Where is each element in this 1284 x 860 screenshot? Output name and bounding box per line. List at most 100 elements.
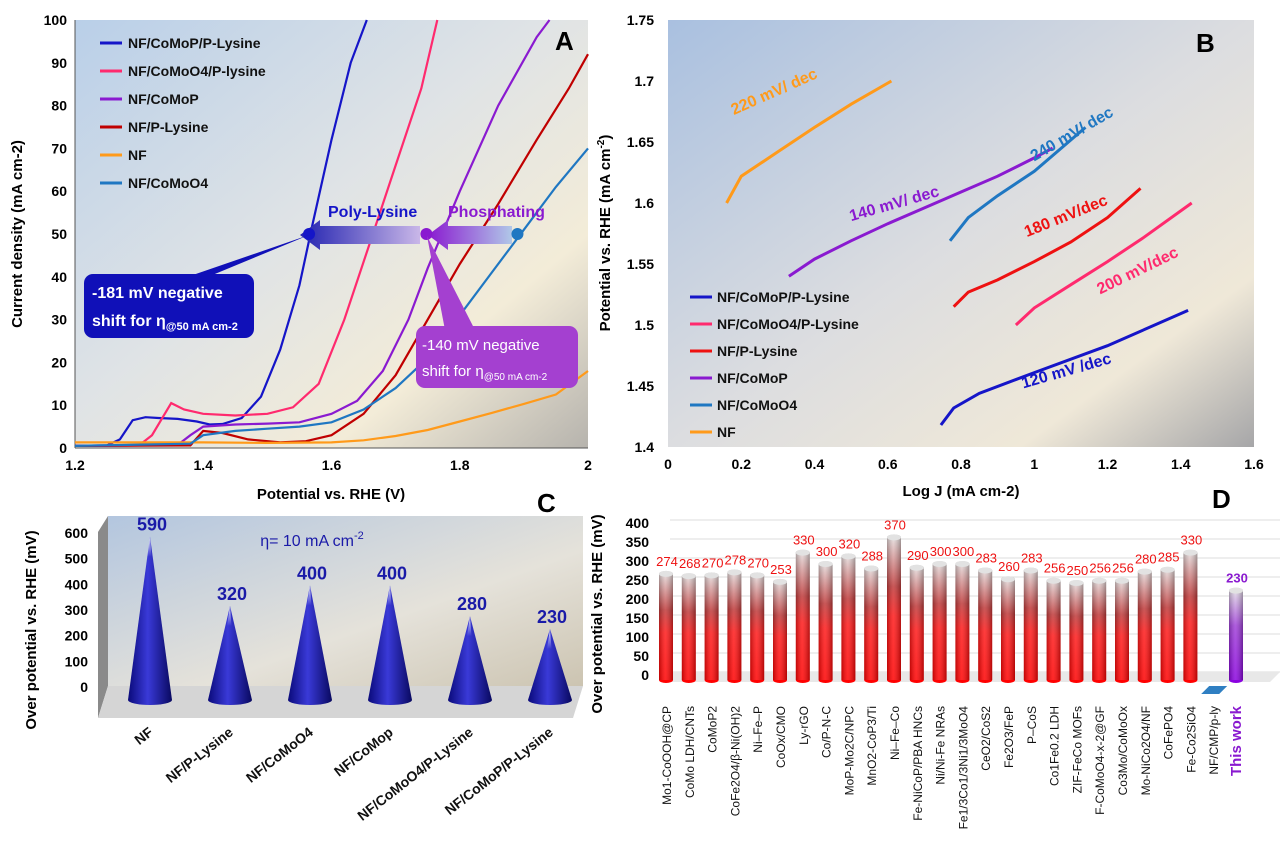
panel-b-xlabel: Log J (mA cm-2): [903, 483, 1020, 500]
panel-b-plot-area: [668, 20, 1254, 447]
panel-c-value-label: 320: [217, 584, 247, 604]
panel-d-ytick-label: 100: [626, 629, 650, 645]
panel-c-cone-highlight: [144, 536, 153, 577]
panel-d-ytick-label: 350: [626, 534, 650, 550]
panel-d-bar-shade: [1092, 577, 1107, 680]
panel-a-marker: [420, 228, 433, 240]
panel-c-ytick-label: 100: [65, 653, 89, 669]
panel-d-category-label: MnO2-CoP3/Ti: [865, 706, 879, 786]
panel-d-bar-shade: [773, 578, 787, 680]
panel-a-ytick-label: 80: [51, 98, 67, 114]
panel-c-value-label: 280: [457, 594, 487, 614]
panel-a-legend-label: NF/P-Lysine: [128, 119, 209, 135]
panel-d-category-label: MoP-Mo2C/NPC: [842, 706, 856, 796]
panel-b-series-line: [952, 187, 1142, 308]
arrow-phosphating-label: Phosphating: [448, 204, 545, 221]
panel-d-value-label: 256: [1112, 561, 1134, 576]
panel-d-value-label: 285: [1158, 550, 1180, 565]
panel-a-ytick-label: 0: [59, 440, 67, 456]
panel-a-ylabel: Current density (mA cm-2): [9, 140, 26, 328]
panel-d-category-label: CoMo LDH/CNTs: [683, 706, 697, 798]
panel-d-bar-shade: [704, 572, 719, 680]
panel-d-value-label: 230: [1226, 571, 1248, 586]
panel-d-bar-shade: [864, 565, 879, 680]
panel-c-value-label: 400: [297, 563, 327, 583]
panel-d-bar-shade: [1023, 567, 1038, 680]
panel-d-category-label: ZIF-FeCo MOFs: [1070, 706, 1084, 793]
panel-d-ytick-label: 150: [626, 610, 650, 626]
panel-d-category-label: CoMoP2: [706, 706, 720, 753]
panel-a-marker: [303, 228, 316, 240]
panel-d-category-label: Ly-rGO: [797, 706, 811, 745]
panel-d-bar-shade: [887, 534, 902, 680]
panel-d-value-label: 300: [930, 544, 952, 559]
panel-b-ytick-label: 1.4: [635, 439, 655, 455]
panel-b-ytick-label: 1.6: [635, 195, 655, 211]
panel-c-cone-highlight: [544, 628, 553, 669]
panel-b-series-line: [948, 126, 1087, 242]
panel-b-ytick-label: 1.5: [635, 317, 655, 333]
panel-a-ytick-label: 10: [51, 397, 67, 413]
panel-c-ytick-label: 200: [65, 628, 89, 644]
panel-a-xtick-label: 1.6: [322, 457, 342, 473]
panel-d-bar-shade: [909, 564, 924, 680]
panel-b-xtick-label: 1.6: [1244, 456, 1264, 472]
panel-c-category-label: NF/P-Lysine: [163, 724, 236, 786]
panel-d-value-label: 256: [1044, 561, 1066, 576]
panel-c-cone: [208, 605, 252, 705]
panel-d-ytick-label: 250: [626, 572, 650, 588]
panel-c-cone-highlight: [224, 605, 233, 646]
panel-c-cone-highlight: [464, 616, 473, 657]
arrow-phosphating: [428, 220, 512, 250]
panel-d-bar-shade: [1229, 587, 1243, 680]
panel-a-legend-label: NF/CoMoO4/P-lysine: [128, 63, 266, 79]
panel-d-category-label: P–CoS: [1025, 706, 1039, 744]
panel-d-value-label: 260: [998, 559, 1020, 574]
panel-a-ytick-label: 70: [51, 140, 67, 156]
panel-d-bar-cap: [955, 561, 970, 567]
panel-a-xtick-label: 2: [584, 457, 592, 473]
panel-b-legend-label: NF: [717, 424, 736, 440]
panel-a-x-ticks: 1.2 1.4 1.6 1.8 2: [65, 457, 592, 473]
panel-d-bar-cap: [1183, 549, 1198, 556]
panel-d-bar-cap: [750, 572, 765, 579]
panel-a-ytick-label: 40: [51, 269, 67, 285]
panel-d-category-label: CoFe2O4/β-Ni(OH)2: [728, 706, 742, 817]
panel-a-xtick-label: 1.2: [65, 457, 85, 473]
callout-2-pointer: [427, 236, 475, 330]
panel-d-category-label: Fe2O3/FeP: [1002, 706, 1016, 768]
panel-b-legend-label: NF/CoMoP: [717, 370, 788, 386]
callout-1-line1: -181 mV negative: [92, 285, 223, 302]
panel-d-ytick-label: 0: [641, 667, 649, 683]
panel-c-category-label: NF: [131, 723, 156, 747]
panel-d-bar-cap: [864, 565, 879, 572]
callout-2-line1: -140 mV negative: [422, 337, 540, 354]
panel-c-value-label: 590: [137, 515, 167, 535]
panel-c-cone: [128, 536, 172, 705]
panel-d-bar-cap: [727, 569, 742, 576]
panel-d-value-label: 283: [1021, 550, 1043, 565]
panel-b-series-line: [1014, 201, 1193, 327]
panel-d-grid: [670, 519, 1280, 673]
callout-2-box: [416, 326, 578, 388]
panel-b-xtick-label: 0.8: [951, 456, 971, 472]
panel-b-xtick-label: 0: [664, 456, 672, 472]
panel-b-ytick-label: 1.75: [627, 12, 654, 28]
panel-a-series-line: [75, 370, 589, 445]
panel-c-cone: [448, 616, 492, 705]
panel-d-value-label: 270: [747, 555, 769, 570]
panel-a-series-line: [74, 19, 551, 447]
panel-d-value-label: 253: [770, 562, 792, 577]
panel-c-ylabel: Over potential vs. RHE (mV): [23, 530, 40, 729]
panel-d-category-label: CoOx/CMO: [774, 706, 788, 768]
panel-d-ytick-label: 50: [633, 648, 649, 664]
panel-d-value-label: 290: [907, 548, 929, 563]
panel-b-y-ticks: 1.4 1.45 1.5 1.55 1.6 1.65 1.7 1.75: [627, 12, 654, 455]
panel-d-bar-shade: [841, 553, 856, 680]
panel-a-series-line: [74, 19, 368, 447]
panel-d-value-label: 278: [725, 552, 747, 567]
panel-a-letter: A: [555, 26, 574, 56]
panel-b-x-ticks: 0 0.2 0.4 0.6 0.8 1 1.2 1.4 1.6: [664, 456, 1264, 472]
